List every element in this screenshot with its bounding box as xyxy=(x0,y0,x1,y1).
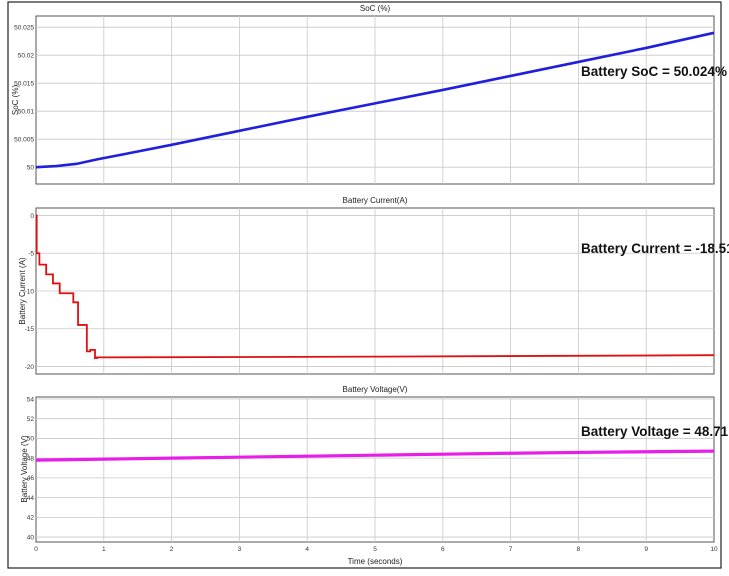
voltage-y-tick-label: 44 xyxy=(27,495,35,502)
soc-y-tick-label: 50.02 xyxy=(18,53,35,60)
voltage-y-tick-label: 40 xyxy=(27,534,35,541)
voltage-y-tick-label: 48 xyxy=(27,455,35,462)
soc-grid xyxy=(36,16,714,184)
voltage-grid xyxy=(36,397,714,542)
current-y-axis-label: Battery Current (A) xyxy=(18,257,27,324)
current-y-tick-label: 0 xyxy=(30,213,34,220)
current-y-tick-label: -20 xyxy=(25,364,35,371)
x-tick-label: 3 xyxy=(238,546,242,553)
current-y-tick-label: -15 xyxy=(25,326,35,333)
current-grid xyxy=(36,208,714,374)
soc-y-tick-label: 50.015 xyxy=(14,81,34,88)
soc-annotation: Battery SoC = 50.024% xyxy=(581,64,727,79)
soc-y-ticks: 50 50.005 50.01 50.015 50.02 50.025 xyxy=(14,25,34,172)
soc-y-tick-label: 50.01 xyxy=(18,109,35,116)
voltage-y-axis-label: Battery Voltage (V) xyxy=(20,435,29,502)
soc-y-axis-label: SoC (%) xyxy=(11,85,20,116)
x-tick-label: 7 xyxy=(509,546,513,553)
voltage-y-tick-label: 54 xyxy=(27,396,35,403)
soc-plot-title: SoC (%) xyxy=(360,4,391,13)
x-tick-label: 1 xyxy=(102,546,106,553)
x-tick-label: 5 xyxy=(373,546,377,553)
x-tick-label: 0 xyxy=(34,546,38,553)
voltage-y-tick-label: 46 xyxy=(27,475,35,482)
current-panel: Battery Current(A) 0 -5 -10 -15 -20 Battery … xyxy=(18,196,729,375)
x-tick-label: 9 xyxy=(644,546,648,553)
x-tick-label: 8 xyxy=(577,546,581,553)
voltage-y-tick-label: 42 xyxy=(27,515,35,522)
voltage-panel: Battery Voltage(V) 40 42 44 46 48 50 52 54 Batt… xyxy=(20,385,729,543)
x-axis-label: Time (seconds) xyxy=(348,557,403,566)
soc-y-tick-label: 50.005 xyxy=(14,137,34,144)
current-plot-title: Battery Current(A) xyxy=(343,196,408,205)
voltage-y-tick-label: 52 xyxy=(27,416,35,423)
x-axis-ticks: 0 1 2 3 4 5 6 7 8 9 10 xyxy=(34,546,718,553)
current-y-tick-label: -10 xyxy=(25,288,35,295)
soc-y-tick-label: 50.025 xyxy=(14,25,34,32)
x-tick-label: 4 xyxy=(305,546,309,553)
current-y-ticks: 0 -5 -10 -15 -20 xyxy=(25,213,35,371)
current-y-tick-label: -5 xyxy=(28,251,34,258)
soc-y-tick-label: 50 xyxy=(27,165,35,172)
voltage-y-tick-label: 50 xyxy=(27,436,35,443)
x-tick-label: 6 xyxy=(441,546,445,553)
voltage-y-ticks: 40 42 44 46 48 50 52 54 xyxy=(27,396,35,541)
x-tick-label: 10 xyxy=(710,546,718,553)
voltage-annotation: Battery Voltage = 48.71 V xyxy=(581,424,729,439)
voltage-series-line xyxy=(35,449,715,462)
current-series-line xyxy=(35,214,715,360)
x-tick-label: 2 xyxy=(170,546,174,553)
soc-series-line xyxy=(35,31,715,169)
soc-panel: SoC (%) 50 50.005 50.01 50.015 50.02 50.025 S… xyxy=(11,4,727,185)
voltage-plot-title: Battery Voltage(V) xyxy=(343,385,408,394)
current-annotation: Battery Current = -18.51 A xyxy=(581,241,729,256)
